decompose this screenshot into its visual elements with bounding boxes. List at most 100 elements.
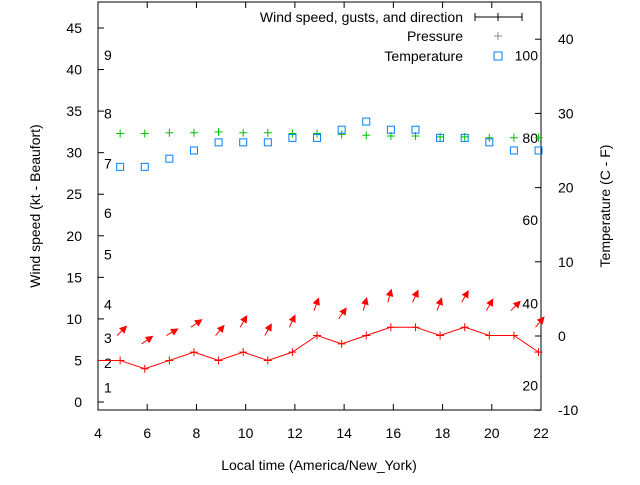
- wind-arrow-head: [339, 307, 347, 316]
- plot-border: [97, 1, 542, 411]
- wind-arrow-head: [144, 335, 154, 344]
- y-tick-label: 35: [66, 103, 82, 119]
- legend-wind-label: Wind speed, gusts, and direction: [260, 9, 463, 25]
- temperature-point: [165, 154, 174, 163]
- wind-speed-point: [189, 348, 198, 357]
- pressure-point: [165, 128, 174, 137]
- pressure-point: [239, 128, 248, 137]
- y-tick-label: 15: [66, 269, 82, 285]
- legend-temperature-sample: [493, 51, 503, 61]
- x-tick-label: 18: [435, 425, 451, 441]
- wind-arrow-head: [119, 325, 128, 334]
- pressure-point: [214, 127, 223, 136]
- x-tick-label: 6: [143, 425, 151, 441]
- temperature-point: [386, 125, 395, 134]
- temperature-point: [411, 125, 420, 134]
- y-tick-label: 0: [74, 394, 82, 410]
- temperature-point: [362, 117, 371, 126]
- temperature-point: [485, 138, 494, 147]
- y2-tick-label: 40: [558, 31, 574, 47]
- temperature-point: [116, 162, 125, 171]
- y2-tick-label: 20: [558, 180, 574, 196]
- wind-arrow-head: [411, 289, 419, 298]
- y2-axis-label: Temperature (C - F): [597, 145, 613, 268]
- legend-wind-sample: [474, 13, 523, 21]
- wind-speed-line: [98, 326, 539, 370]
- legend-pressure-label: Pressure: [407, 28, 463, 44]
- wind-speed-point: [165, 356, 174, 365]
- fahrenheit-label: 40: [522, 295, 538, 311]
- temperature-point: [288, 133, 297, 142]
- temperature-point: [189, 146, 198, 155]
- temperature-point: [214, 138, 223, 147]
- x-tick-label: 20: [484, 425, 500, 441]
- pressure-point: [189, 128, 198, 137]
- pressure-point: [313, 129, 322, 138]
- y2-tick-label: -10: [558, 402, 578, 418]
- legend-pressure-sample: [494, 32, 502, 40]
- wind-speed-point: [362, 331, 371, 340]
- fahrenheit-label: 80: [522, 130, 538, 146]
- temperature-point: [263, 138, 272, 147]
- y2-tick-label: 0: [558, 328, 566, 344]
- y-axis-label: Wind speed (kt - Beaufort): [27, 124, 43, 287]
- wind-arrow-head: [240, 314, 248, 324]
- wind-arrow-head: [435, 297, 443, 306]
- wind-arrow-head: [461, 290, 469, 299]
- wind-speed-point: [485, 331, 494, 340]
- y-tick-label: 10: [66, 311, 82, 327]
- y2-tick-label: 10: [558, 254, 574, 270]
- pressure-point: [337, 130, 346, 139]
- y-tick-label: 20: [66, 228, 82, 244]
- wind-speed-point: [436, 331, 445, 340]
- wind-speed-point: [313, 331, 322, 340]
- beaufort-label: 8: [104, 105, 112, 121]
- wind-speed-point: [509, 331, 518, 340]
- wind-speed-point: [214, 356, 223, 365]
- beaufort-label: 1: [104, 380, 112, 396]
- beaufort-label: 6: [104, 205, 112, 221]
- wind-arrow-head: [536, 316, 545, 325]
- wind-speed-point: [411, 323, 420, 332]
- beaufort-label: 7: [104, 155, 112, 171]
- wind-arrow-head: [264, 323, 272, 332]
- pressure-point: [263, 128, 272, 137]
- x-tick-label: 10: [238, 425, 254, 441]
- pressure-point: [140, 129, 149, 138]
- y-tick-label: 45: [66, 20, 82, 36]
- temperature-point: [509, 146, 518, 155]
- wind-speed-point: [239, 348, 248, 357]
- temperature-point: [436, 133, 445, 142]
- beaufort-label: 9: [104, 47, 112, 63]
- wind-arrow-head: [216, 324, 225, 333]
- wind-arrow-head: [486, 298, 494, 307]
- wind-arrow-head: [194, 319, 203, 327]
- x-axis-label: Local time (America/New_York): [221, 457, 417, 473]
- pressure-point: [509, 133, 518, 142]
- temperature-point: [313, 133, 322, 142]
- temperature-point: [140, 162, 149, 171]
- wind-speed-point: [263, 356, 272, 365]
- wind-arrow-head: [312, 297, 320, 306]
- wind-speed-point: [116, 356, 125, 365]
- x-tick-label: 8: [193, 425, 201, 441]
- pressure-point: [362, 131, 371, 140]
- wind-speed-point: [534, 348, 543, 357]
- legend: Wind speed, gusts, and direction Pressur…: [260, 9, 523, 64]
- temperature-point: [534, 146, 543, 155]
- beaufort-label: 3: [104, 330, 112, 346]
- temperature-point: [460, 133, 469, 142]
- x-tick-label: 4: [94, 425, 102, 441]
- wind-speed-point: [288, 348, 297, 357]
- y-tick-label: 5: [74, 352, 82, 368]
- x-tick-label: 12: [287, 425, 303, 441]
- x-tick-label: 14: [336, 425, 352, 441]
- wind-arrow-head: [512, 300, 521, 309]
- wind-speed-point: [337, 339, 346, 348]
- wind-arrow-head: [170, 328, 179, 336]
- beaufort-label: 2: [104, 355, 112, 371]
- y2-tick-label: 30: [558, 105, 574, 121]
- pressure-point: [116, 129, 125, 138]
- wind-arrow-head: [361, 296, 369, 306]
